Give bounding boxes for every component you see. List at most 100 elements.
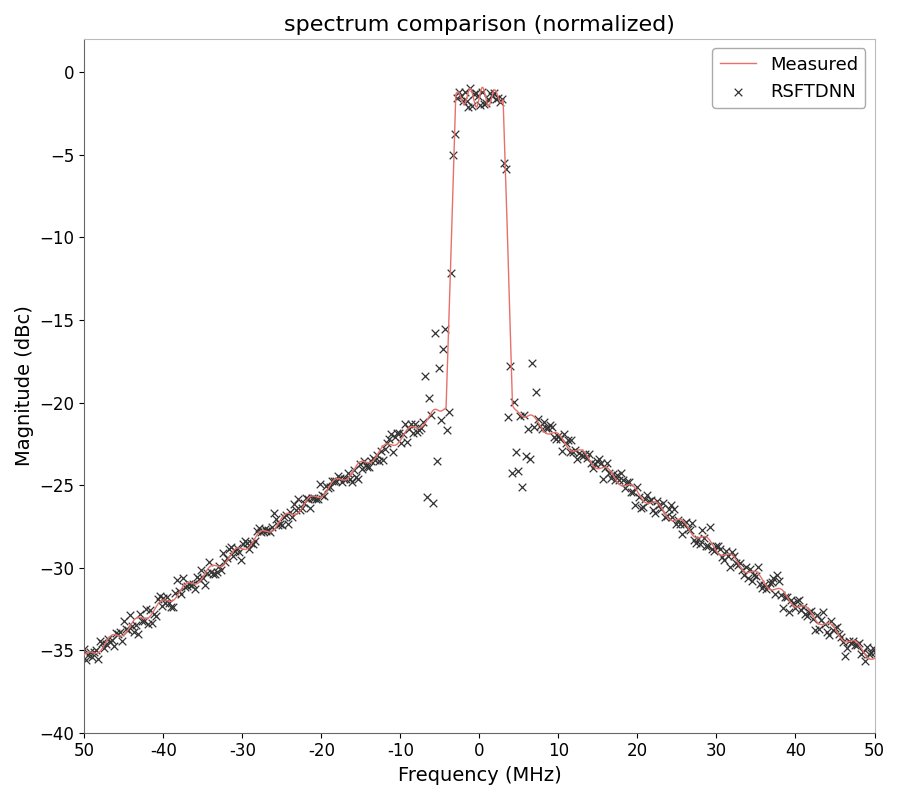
RSFTDNN [142,603,157,616]
RSFTDNN [83,646,97,658]
RSFTDNN [741,572,755,585]
RSFTDNN [536,415,551,428]
RSFTDNN [660,510,674,522]
RSFTDNN [340,467,355,480]
RSFTDNN [434,414,448,426]
RSFTDNN [160,590,175,603]
RSFTDNN [370,449,384,462]
RSFTDNN [760,581,775,594]
RSFTDNN [759,582,773,595]
RSFTDNN [273,518,287,530]
RSFTDNN [275,519,290,532]
RSFTDNN [293,504,308,517]
RSFTDNN [495,92,509,105]
RSFTDNN [284,506,298,518]
RSFTDNN [213,563,228,576]
RSFTDNN [310,493,325,506]
RSFTDNN [134,614,148,627]
RSFTDNN [109,626,123,639]
RSFTDNN [396,427,410,440]
Measured [866,654,877,664]
RSFTDNN [729,557,743,570]
RSFTDNN [691,533,706,546]
RSFTDNN [226,550,240,562]
RSFTDNN [89,644,104,657]
RSFTDNN [652,498,666,511]
RSFTDNN [366,452,381,465]
RSFTDNN [606,468,620,481]
RSFTDNN [446,148,460,161]
RSFTDNN [239,536,254,549]
RSFTDNN [406,426,420,439]
RSFTDNN [414,422,428,434]
RSFTDNN [144,617,158,630]
RSFTDNN [683,524,698,537]
RSFTDNN [571,453,585,466]
RSFTDNN [670,518,684,530]
RSFTDNN [630,481,644,494]
RSFTDNN [497,157,511,170]
RSFTDNN [675,527,689,540]
RSFTDNN [724,546,739,558]
RSFTDNN [617,482,632,495]
RSFTDNN [842,634,856,647]
RSFTDNN [685,517,699,530]
RSFTDNN [243,537,257,550]
RSFTDNN [786,597,800,610]
RSFTDNN [800,610,814,622]
RSFTDNN [754,582,769,594]
RSFTDNN [832,627,846,640]
RSFTDNN [348,470,363,483]
RSFTDNN [770,569,785,582]
RSFTDNN [263,526,277,538]
RSFTDNN [553,433,567,446]
RSFTDNN [208,568,222,581]
RSFTDNN [769,587,783,600]
RSFTDNN [751,560,765,573]
RSFTDNN [706,545,721,558]
RSFTDNN [212,560,226,573]
RSFTDNN [356,454,371,467]
RSFTDNN [462,100,476,113]
RSFTDNN [99,638,113,650]
RSFTDNN [93,635,107,648]
RSFTDNN [822,629,836,642]
RSFTDNN [865,642,879,654]
RSFTDNN [602,466,616,479]
RSFTDNN [766,572,780,585]
RSFTDNN [355,462,369,475]
RSFTDNN [390,426,404,439]
RSFTDNN [363,460,377,473]
RSFTDNN [731,558,745,571]
RSFTDNN [424,409,438,422]
Measured [382,439,392,449]
RSFTDNN [408,418,422,430]
RSFTDNN [467,88,482,101]
RSFTDNN [695,524,709,537]
RSFTDNN [162,597,176,610]
RSFTDNN [796,601,810,614]
RSFTDNN [693,538,707,550]
RSFTDNN [667,502,681,515]
RSFTDNN [426,497,440,510]
RSFTDNN [112,626,127,638]
RSFTDNN [734,563,749,576]
RSFTDNN [594,457,608,470]
Legend: Measured, RSFTDNN: Measured, RSFTDNN [712,48,866,108]
RSFTDNN [650,495,664,508]
RSFTDNN [790,594,805,607]
RSFTDNN [313,478,328,490]
RSFTDNN [637,493,652,506]
RSFTDNN [515,481,529,494]
RSFTDNN [122,609,137,622]
RSFTDNN [586,462,600,474]
RSFTDNN [382,433,397,446]
RSFTDNN [279,509,293,522]
RSFTDNN [556,428,571,441]
RSFTDNN [251,522,266,534]
RSFTDNN [291,493,305,506]
RSFTDNN [203,566,218,578]
RSFTDNN [256,525,270,538]
RSFTDNN [551,430,565,442]
RSFTDNN [475,86,490,99]
